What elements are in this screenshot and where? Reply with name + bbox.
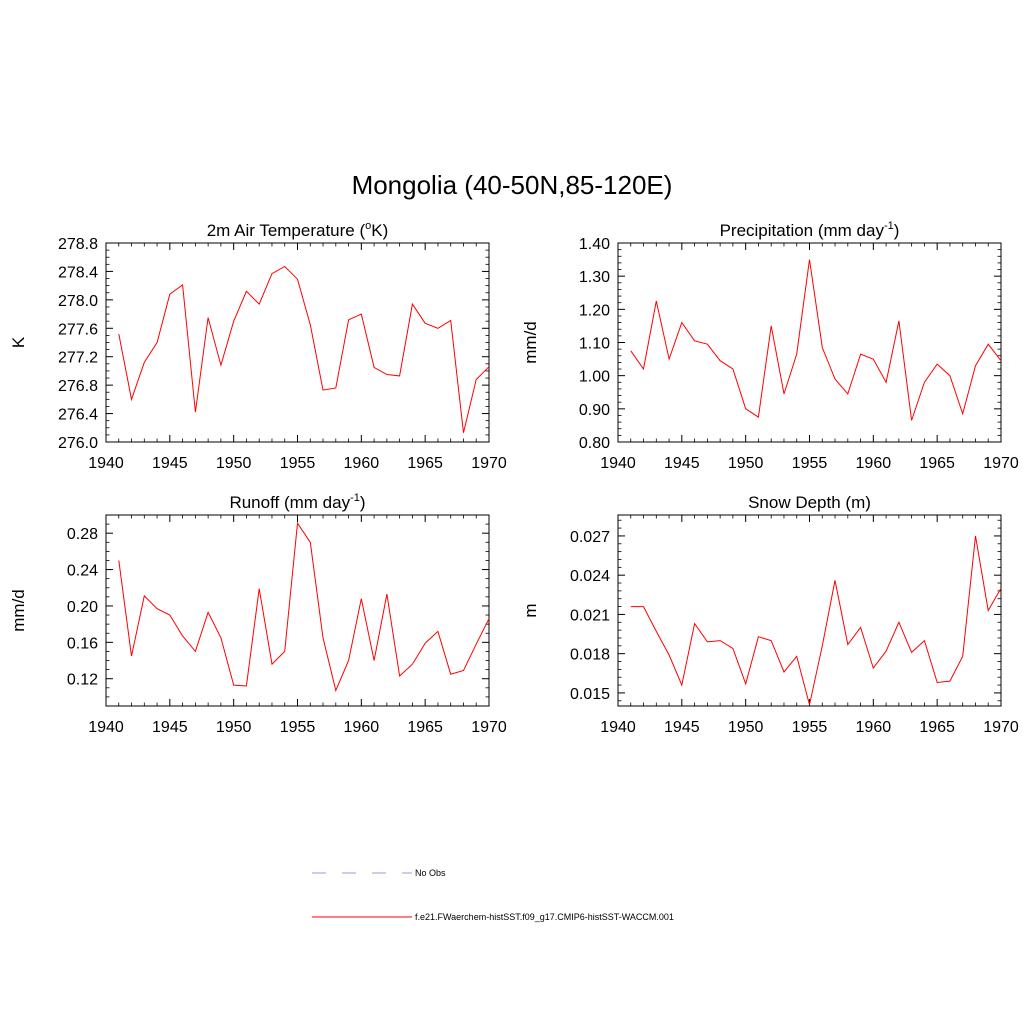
series-line [118, 265, 490, 433]
x-tick-label: 1950 [728, 719, 764, 736]
panel-temperature: 1940 1945 1950 1955 1960 1965 1970 276.0 276.4 27… [9, 220, 507, 472]
x-tick-label: 1965 [407, 455, 443, 472]
x-tick-label: 1940 [88, 719, 124, 736]
y-tick-label: 0.24 [67, 563, 98, 580]
y-tick-label: 0.12 [67, 672, 98, 689]
y-tick-label: 1.40 [579, 236, 610, 253]
y-tick-label: 1.20 [579, 302, 610, 319]
panels: 1940 1945 1950 1955 1960 1965 1970 276.0 276.4 27… [9, 220, 1019, 736]
x-tick-label: 1970 [983, 719, 1019, 736]
x-tick-label: 1945 [664, 455, 700, 472]
legend-label-no-obs: No Obs [415, 868, 446, 878]
y-tick-label: 0.20 [67, 599, 98, 616]
y-tick-label: 0.027 [570, 529, 610, 546]
x-tick-label: 1970 [471, 719, 507, 736]
x-tick-label: 1960 [856, 719, 892, 736]
panel-title: Precipitation (mm day-1) [720, 220, 900, 240]
plot-frame [617, 242, 1002, 443]
x-tick-label: 1940 [88, 455, 124, 472]
y-tick-label: 0.28 [67, 526, 98, 543]
x-tick-label: 1965 [919, 719, 955, 736]
x-tick-label: 1960 [856, 455, 892, 472]
plot-frame [105, 514, 490, 707]
series-line [118, 521, 490, 693]
y-tick-label: 276.4 [58, 407, 98, 424]
legend-label-model: f.e21.FWaerchem-histSST.f09_g17.CMIP6-hi… [415, 912, 674, 922]
y-tick-label: 1.00 [579, 369, 610, 386]
panel-snow-depth: 1940 1945 1950 1955 1960 1965 1970 0.015 0.018 0.… [521, 493, 1019, 736]
x-tick-label: 1945 [152, 455, 188, 472]
legend: No Obs f.e21.FWaerchem-histSST.f09_g17.C… [312, 868, 674, 922]
x-tick-label: 1945 [152, 719, 188, 736]
y-axis-label: mm/d [9, 589, 28, 632]
y-tick-label: 277.2 [58, 350, 98, 367]
y-tick-label: 276.8 [58, 378, 98, 395]
x-tick-label: 1965 [919, 455, 955, 472]
y-tick-label: 276.0 [58, 435, 98, 452]
y-tick-label: 0.015 [570, 686, 610, 703]
y-tick-label: 277.6 [58, 321, 98, 338]
y-tick-label: 0.021 [570, 607, 610, 624]
y-axis-label: mm/d [521, 321, 540, 364]
series-line [630, 535, 1002, 705]
y-tick-label: 0.16 [67, 635, 98, 652]
y-axis-label: K [9, 336, 28, 348]
x-tick-label: 1950 [728, 455, 764, 472]
x-tick-label: 1955 [792, 719, 828, 736]
x-tick-label: 1950 [216, 719, 252, 736]
x-tick-label: 1960 [344, 455, 380, 472]
y-tick-label: 0.018 [570, 647, 610, 664]
y-tick-label: 1.10 [579, 336, 610, 353]
x-tick-label: 1970 [983, 455, 1019, 472]
panel-title: 2m Air Temperature (oK) [207, 220, 389, 240]
x-tick-label: 1955 [280, 719, 316, 736]
y-tick-label: 1.30 [579, 269, 610, 286]
x-tick-label: 1945 [664, 719, 700, 736]
y-tick-label: 278.0 [58, 293, 98, 310]
x-tick-label: 1940 [600, 719, 636, 736]
panel-precipitation: 1940 1945 1950 1955 1960 1965 1970 0.80 0.90 1.00… [521, 220, 1019, 472]
plot-frame [617, 514, 1002, 707]
main-title: Mongolia (40-50N,85-120E) [352, 170, 673, 200]
plot-frame [105, 242, 490, 443]
x-tick-label: 1950 [216, 455, 252, 472]
y-tick-label: 0.90 [579, 402, 610, 419]
series-line [630, 259, 1002, 421]
y-tick-label: 278.8 [58, 236, 98, 253]
panel-title: Snow Depth (m) [748, 493, 871, 512]
x-tick-label: 1940 [600, 455, 636, 472]
x-tick-label: 1955 [792, 455, 828, 472]
x-tick-label: 1965 [407, 719, 443, 736]
x-tick-label: 1955 [280, 455, 316, 472]
x-tick-label: 1960 [344, 719, 380, 736]
y-tick-label: 278.4 [58, 264, 98, 281]
x-tick-label: 1970 [471, 455, 507, 472]
panel-title: Runoff (mm day-1) [229, 492, 365, 512]
y-tick-label: 0.80 [579, 435, 610, 452]
y-tick-label: 0.024 [570, 568, 610, 585]
panel-runoff: 1940 1945 1950 1955 1960 1965 1970 0.12 0.16 0.20… [9, 492, 507, 736]
y-axis-label: m [521, 603, 540, 617]
